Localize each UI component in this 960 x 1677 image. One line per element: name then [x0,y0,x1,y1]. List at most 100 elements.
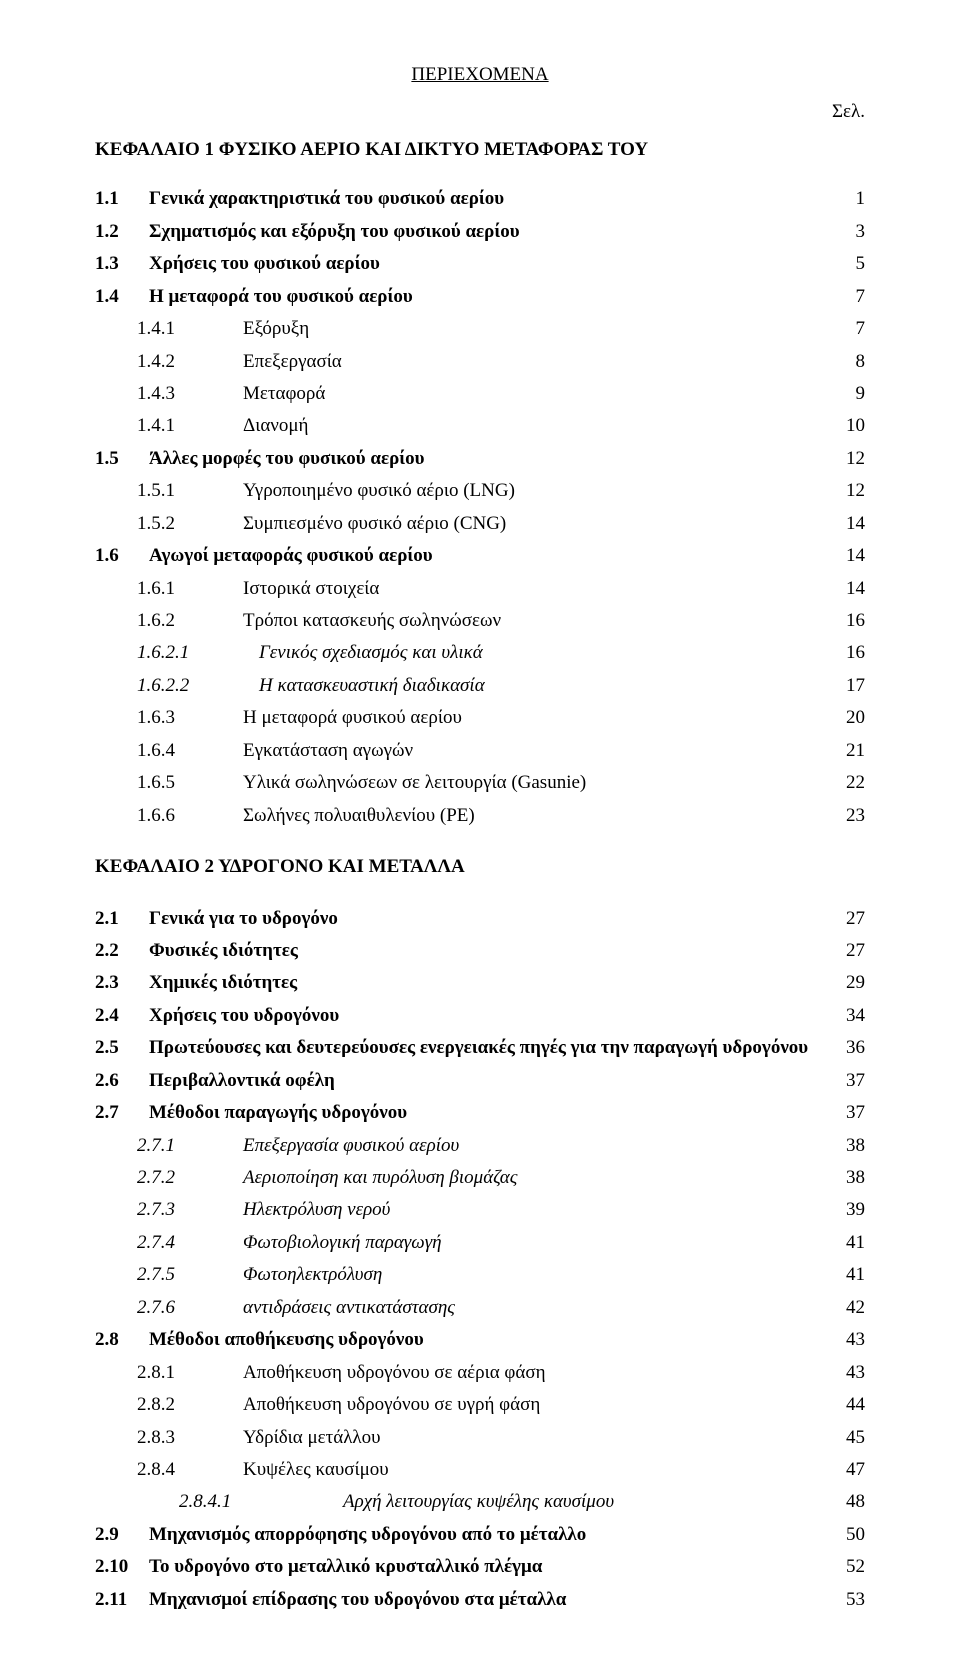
toc-entry-page: 1 [835,184,865,213]
toc-entry-page: 10 [835,411,865,440]
toc-row: 1.1Γενικά χαρακτηριστικά του φυσικού αερ… [95,184,865,213]
toc-entry-number: 1.5.1 [95,476,243,505]
toc-entry-number: 2.7 [95,1098,149,1127]
toc-entry-number: 1.4 [95,282,149,311]
toc-entry-page: 14 [835,541,865,570]
toc-entry-page: 9 [835,379,865,408]
toc-entry-number: 2.7.3 [95,1195,243,1224]
toc-entry-page: 39 [835,1195,865,1224]
toc-entry-number: 2.1 [95,904,149,933]
toc-entry-text: Επεξεργασία φυσικού αερίου [243,1131,835,1160]
toc-entry-page: 7 [835,314,865,343]
toc-row: 1.3Χρήσεις του φυσικού αερίου5 [95,249,865,278]
toc-entry-page: 22 [835,768,865,797]
toc-entry-text: Εξόρυξη [243,314,835,343]
toc-entry-page: 3 [835,217,865,246]
toc-entry-page: 14 [835,574,865,603]
toc-row: 2.8Μέθοδοι αποθήκευσης υδρογόνου43 [95,1325,865,1354]
toc-entry-text: Επεξεργασία [243,347,835,376]
toc-entry-text: Τρόποι κατασκευής σωληνώσεων [243,606,835,635]
toc-entry-page: 21 [835,736,865,765]
toc-entry-number: 1.6.5 [95,768,243,797]
toc-entry-number: 1.4.2 [95,347,243,376]
toc-row: 1.6.3Η μεταφορά φυσικού αερίου20 [95,703,865,732]
toc-row: 1.4Η μεταφορά του φυσικού αερίου7 [95,282,865,311]
toc-entry-page: 45 [835,1423,865,1452]
toc-entry-text: Υγροποιημένο φυσικό αέριο (LNG) [243,476,835,505]
toc-entry-page: 47 [835,1455,865,1484]
toc-entry-number: 1.3 [95,249,149,278]
toc-row: 2.3Χημικές ιδιότητες29 [95,968,865,997]
toc-entry-text: Φωτοηλεκτρόλυση [243,1260,835,1289]
toc-entry-number: 1.6.2.2 [95,671,259,700]
toc-entry-text: Η μεταφορά του φυσικού αερίου [149,282,835,311]
toc-entry-page: 14 [835,509,865,538]
toc-entry-page: 12 [835,476,865,505]
toc-entry-page: 12 [835,444,865,473]
toc-entry-text: Γενικός σχεδιασμός και υλικά [259,638,835,667]
document-page: ΠΕΡΙΕΧΟΜΕΝΑ Σελ. ΚΕΦΑΛΑΙΟ 1 ΦΥΣΙΚΟ ΑΕΡΙΟ… [0,0,960,1677]
toc-entry-page: 29 [835,968,865,997]
toc-entry-text: Πρωτεύουσες και δευτερεύουσες ενεργειακέ… [149,1033,835,1062]
chapter-2-heading: ΚΕΦΑΛΑΙΟ 2 ΥΔΡΟΓΟΝΟ ΚΑΙ ΜΕΤΑΛΛΑ [95,852,865,881]
toc-row: 2.2Φυσικές ιδιότητες27 [95,936,865,965]
toc-entry-page: 38 [835,1131,865,1160]
toc-row: 1.6.1Ιστορικά στοιχεία14 [95,574,865,603]
toc-entry-page: 34 [835,1001,865,1030]
toc-entry-number: 1.5.2 [95,509,243,538]
toc-entry-number: 2.7.6 [95,1293,243,1322]
toc-entry-text: Περιβαλλοντικά οφέλη [149,1066,835,1095]
toc-row: 1.5.1Υγροποιημένο φυσικό αέριο (LNG)12 [95,476,865,505]
toc-row: 2.7.3Ηλεκτρόλυση νερού39 [95,1195,865,1224]
toc-row: 1.6.2.1Γενικός σχεδιασμός και υλικά16 [95,638,865,667]
toc-entry-number: 2.8.1 [95,1358,243,1387]
toc-entry-text: Αγωγοί μεταφοράς φυσικού αερίου [149,541,835,570]
toc-row: 2.10Το υδρογόνο στο μεταλλικό κρυσταλλικ… [95,1552,865,1581]
toc-row: 1.2Σχηματισμός και εξόρυξη του φυσικού α… [95,217,865,246]
toc-entry-page: 20 [835,703,865,732]
toc-entry-page: 16 [835,638,865,667]
toc-row: 1.6.5Υλικά σωληνώσεων σε λειτουργία (Gas… [95,768,865,797]
toc-row: 2.7.2Αεριοποίηση και πυρόλυση βιομάζας38 [95,1163,865,1192]
toc-entry-number: 2.11 [95,1585,149,1614]
toc-entry-page: 53 [835,1585,865,1614]
toc-entry-number: 1.2 [95,217,149,246]
toc-entry-page: 37 [835,1098,865,1127]
toc-row: 1.6.2Τρόποι κατασκευής σωληνώσεων16 [95,606,865,635]
toc-entry-text: Μέθοδοι παραγωγής υδρογόνου [149,1098,835,1127]
toc-row: 1.6.4Εγκατάσταση αγωγών21 [95,736,865,765]
toc-entry-text: Ιστορικά στοιχεία [243,574,835,603]
toc-entry-number: 1.4.1 [95,411,243,440]
toc-entry-number: 1.5 [95,444,149,473]
toc-row: 2.9Μηχανισμός απορρόφησης υδρογόνου από … [95,1520,865,1549]
toc-entry-text: Το υδρογόνο στο μεταλλικό κρυσταλλικό πλ… [149,1552,835,1581]
toc-entry-text: αντιδράσεις αντικατάστασης [243,1293,835,1322]
toc-row: 1.5.2Συμπιεσμένο φυσικό αέριο (CNG)14 [95,509,865,538]
toc-row: 2.8.4Κυψέλες καυσίμου47 [95,1455,865,1484]
toc-entry-page: 41 [835,1260,865,1289]
toc-entry-number: 2.6 [95,1066,149,1095]
toc-entry-page: 36 [835,1033,865,1062]
toc-row: 1.5Άλλες μορφές του φυσικού αερίου12 [95,444,865,473]
toc-row: 2.8.2Αποθήκευση υδρογόνου σε υγρή φάση44 [95,1390,865,1419]
toc-entry-number: 2.8.4.1 [95,1487,343,1516]
toc-entry-number: 2.8 [95,1325,149,1354]
toc-entry-text: Αποθήκευση υδρογόνου σε υγρή φάση [243,1390,835,1419]
toc-row: 2.7.1Επεξεργασία φυσικού αερίου38 [95,1131,865,1160]
toc-row: 2.7Μέθοδοι παραγωγής υδρογόνου37 [95,1098,865,1127]
toc-entry-text: Άλλες μορφές του φυσικού αερίου [149,444,835,473]
toc-entry-text: Σωλήνες πολυαιθυλενίου (PE) [243,801,835,830]
toc-entry-page: 38 [835,1163,865,1192]
toc-entry-number: 1.6.4 [95,736,243,765]
toc-entry-number: 2.9 [95,1520,149,1549]
toc-entry-text: Χρήσεις του υδρογόνου [149,1001,835,1030]
toc-entry-number: 1.6.2 [95,606,243,635]
toc-entry-text: Γενικά για το υδρογόνο [149,904,835,933]
toc-entry-number: 2.7.2 [95,1163,243,1192]
page-column-label: Σελ. [95,97,865,126]
toc-row: 2.7.6αντιδράσεις αντικατάστασης42 [95,1293,865,1322]
toc-entry-page: 44 [835,1390,865,1419]
toc-entry-page: 43 [835,1358,865,1387]
toc-entry-text: Μεταφορά [243,379,835,408]
toc-entry-text: Αεριοποίηση και πυρόλυση βιομάζας [243,1163,835,1192]
